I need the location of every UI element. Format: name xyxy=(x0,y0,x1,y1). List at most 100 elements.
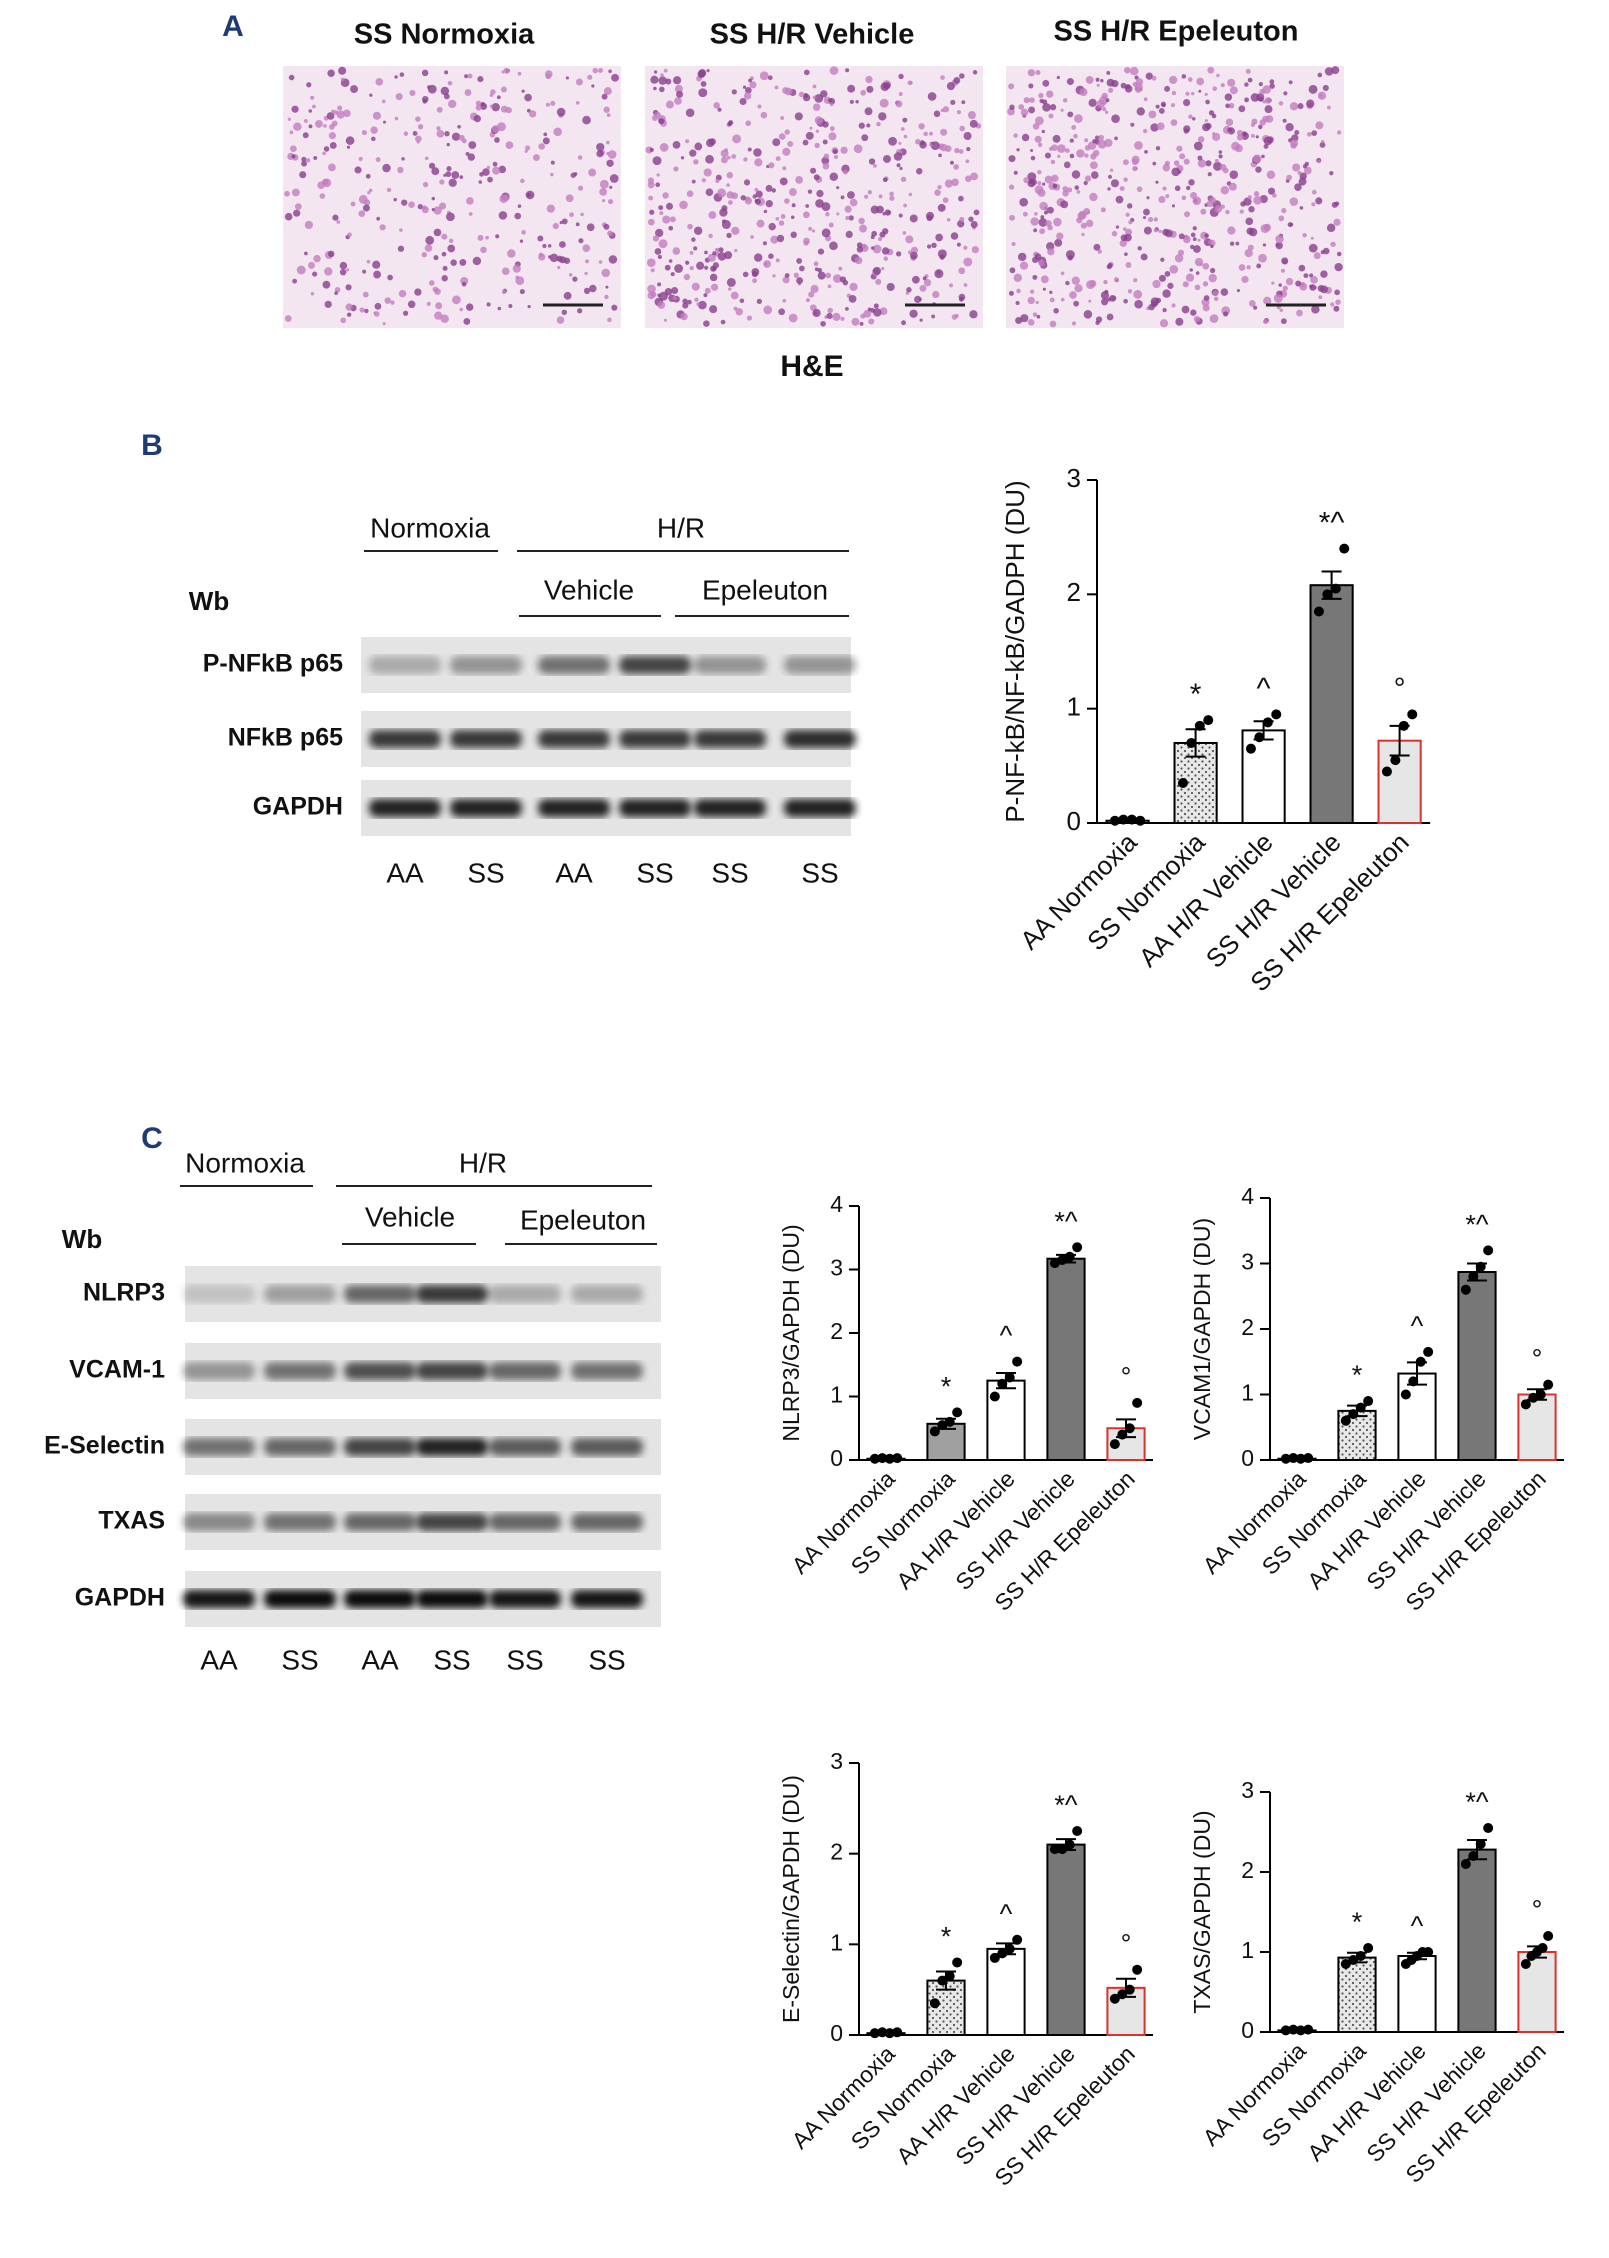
cell xyxy=(815,129,820,133)
cell xyxy=(1296,309,1303,317)
cell xyxy=(845,230,853,239)
wb-label: Wb xyxy=(62,1224,102,1254)
cell xyxy=(432,286,439,293)
header: Epeleuton xyxy=(702,574,828,605)
cell xyxy=(950,160,954,165)
cell xyxy=(457,124,461,129)
cell xyxy=(662,215,671,224)
data-point xyxy=(1313,606,1324,617)
cell xyxy=(1279,308,1284,313)
cell xyxy=(1326,105,1331,110)
cell xyxy=(940,128,948,136)
cell xyxy=(607,198,614,205)
cell xyxy=(336,110,345,119)
cell xyxy=(1037,142,1043,147)
data-point xyxy=(929,1998,940,2009)
cell xyxy=(1034,212,1038,216)
cell xyxy=(1107,187,1111,191)
cell xyxy=(588,168,597,177)
cell xyxy=(657,301,666,309)
cell xyxy=(821,202,831,211)
cell xyxy=(1324,67,1334,76)
cell xyxy=(664,264,671,271)
cell xyxy=(969,119,978,128)
cell xyxy=(397,166,404,174)
cell xyxy=(1169,75,1178,85)
cell xyxy=(826,312,833,320)
cell xyxy=(415,116,421,122)
cell xyxy=(747,147,752,152)
cell xyxy=(520,178,525,184)
cell xyxy=(802,139,809,146)
cell xyxy=(310,292,315,296)
cell xyxy=(1096,83,1100,87)
cell xyxy=(439,179,445,185)
cell xyxy=(877,237,883,242)
blot-band xyxy=(416,1590,488,1608)
cell xyxy=(912,275,920,284)
cell xyxy=(519,288,525,295)
cell xyxy=(811,229,816,233)
cell xyxy=(1140,253,1148,261)
cell xyxy=(1289,197,1299,206)
cell xyxy=(583,287,591,295)
cell xyxy=(1283,91,1288,96)
data-point xyxy=(1280,2025,1291,2036)
cell xyxy=(889,195,895,201)
cell xyxy=(1046,206,1054,214)
cell xyxy=(685,260,690,265)
cell xyxy=(577,155,583,160)
cell xyxy=(765,200,773,208)
cell xyxy=(1033,228,1038,233)
cell xyxy=(821,228,831,238)
cell xyxy=(883,154,892,163)
cell xyxy=(687,223,693,230)
blot-band xyxy=(183,1590,255,1608)
cell xyxy=(788,313,798,323)
cell xyxy=(1185,185,1191,191)
cell xyxy=(1122,159,1129,166)
cell xyxy=(1123,66,1131,74)
cell xyxy=(709,305,718,314)
data-point xyxy=(937,1975,948,1986)
y-tick-label: 2 xyxy=(1067,577,1081,607)
cell xyxy=(575,78,583,86)
cell xyxy=(1142,215,1147,220)
cell xyxy=(502,194,510,202)
bar xyxy=(1397,1372,1437,1462)
header: Normoxia xyxy=(185,1147,305,1178)
cell xyxy=(1181,305,1190,314)
cell xyxy=(375,157,381,163)
cell xyxy=(752,278,758,284)
cell xyxy=(696,302,700,306)
cell xyxy=(708,233,713,239)
cell xyxy=(1128,220,1133,225)
cell xyxy=(1227,78,1236,87)
cell xyxy=(813,261,819,267)
cell xyxy=(727,121,733,127)
cell xyxy=(1317,159,1321,164)
header: H/R xyxy=(657,512,705,543)
cell xyxy=(498,211,508,220)
cell xyxy=(1247,195,1252,200)
cell xyxy=(956,110,962,115)
cell xyxy=(1263,143,1269,149)
cell xyxy=(362,291,369,298)
cell xyxy=(1265,115,1274,123)
cell xyxy=(845,68,850,73)
cell xyxy=(446,142,450,147)
cell xyxy=(910,251,918,260)
cell xyxy=(859,321,864,326)
cell xyxy=(744,87,752,94)
cell xyxy=(1108,174,1112,179)
cell xyxy=(607,230,614,237)
cell xyxy=(683,273,691,281)
cell xyxy=(611,73,619,82)
cell xyxy=(546,204,556,213)
cell xyxy=(495,234,500,239)
blot-band xyxy=(619,730,691,748)
cell xyxy=(1120,82,1127,89)
cell xyxy=(1115,225,1120,229)
data-point xyxy=(1398,720,1409,731)
cell xyxy=(659,211,664,216)
